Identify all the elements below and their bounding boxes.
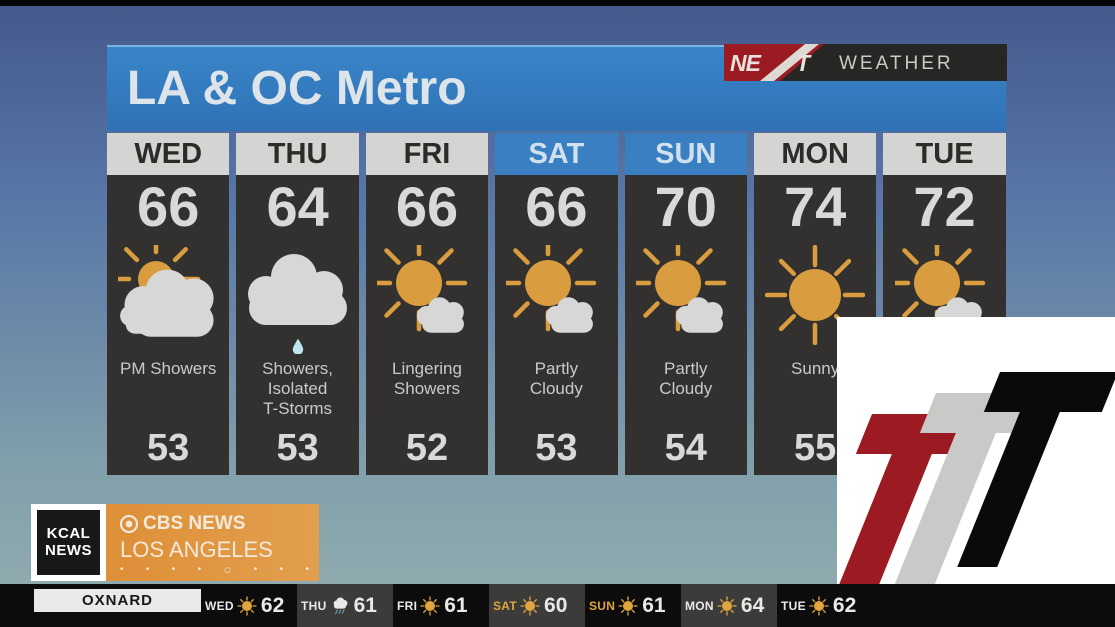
svg-text:WEATHER: WEATHER [839, 53, 954, 74]
svg-text:NE: NE [730, 50, 762, 76]
